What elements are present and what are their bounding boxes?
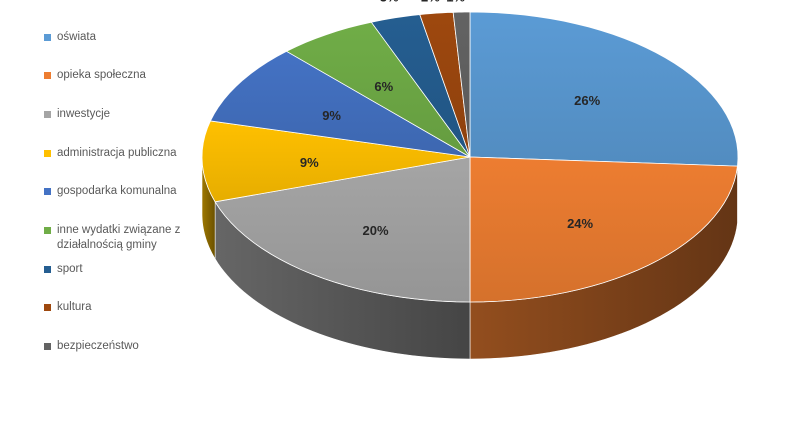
- legend-label: oświata: [57, 31, 96, 43]
- legend-label: kultura: [57, 301, 92, 313]
- data-label-5: 6%: [374, 79, 393, 94]
- pie-slice-4: [209, 50, 471, 158]
- legend-item: gospodarka komunalna: [44, 184, 217, 199]
- legend-swatch: [44, 266, 51, 273]
- legend-swatch: [44, 72, 51, 79]
- data-label-0: 26%: [574, 93, 600, 108]
- legend-item: sport: [44, 262, 217, 277]
- legend-swatch: [44, 227, 51, 234]
- legend-label: inne wydatki związane z działalnością gm…: [57, 224, 181, 251]
- data-label-2: 20%: [362, 223, 388, 238]
- pie-slice-1: [469, 156, 738, 303]
- legend-item: bezpieczeństwo: [44, 339, 217, 354]
- legend-label: bezpieczeństwo: [57, 340, 139, 352]
- legend-item: opieka społeczna: [44, 68, 217, 83]
- legend-swatch: [44, 34, 51, 41]
- legend-item: administracja publiczna: [44, 146, 217, 161]
- pie-data-labels: 26% 24% 20% 9% 9% 6% 3% 2% 1%: [300, 0, 601, 238]
- legend-swatch: [44, 188, 51, 195]
- legend-swatch: [44, 111, 51, 118]
- data-label-6: 3%: [380, 0, 399, 4]
- legend-item: kultura: [44, 300, 217, 315]
- pie-slice-3: [201, 120, 471, 203]
- legend-label: opieka społeczna: [57, 69, 146, 81]
- legend-label: administracja publiczna: [57, 147, 177, 159]
- pie-slice-8: [452, 11, 471, 158]
- pie-slice-7: [419, 11, 471, 158]
- pie-slice-2: [214, 156, 471, 303]
- legend-swatch: [44, 150, 51, 157]
- pie-slice-6: [370, 14, 471, 158]
- data-label-8: 1%: [446, 0, 465, 4]
- data-label-3: 9%: [300, 155, 319, 170]
- data-label-7: 2%: [421, 0, 440, 4]
- legend-label: inwestycje: [57, 108, 111, 120]
- legend-label: sport: [57, 263, 83, 275]
- legend-swatch: [44, 304, 51, 311]
- pie-slice-0: [469, 11, 739, 167]
- pie-top-faces: [201, 11, 739, 303]
- legend-swatch: [44, 343, 51, 350]
- data-label-4: 9%: [322, 108, 341, 123]
- legend-label: gospodarka komunalna: [57, 185, 177, 197]
- legend-item: inne wydatki związane z działalnością gm…: [44, 223, 217, 253]
- pie-slice-5: [285, 21, 471, 158]
- legend-item: inwestycje: [44, 107, 217, 122]
- legend-item: oświata: [44, 30, 217, 45]
- data-label-1: 24%: [567, 216, 593, 231]
